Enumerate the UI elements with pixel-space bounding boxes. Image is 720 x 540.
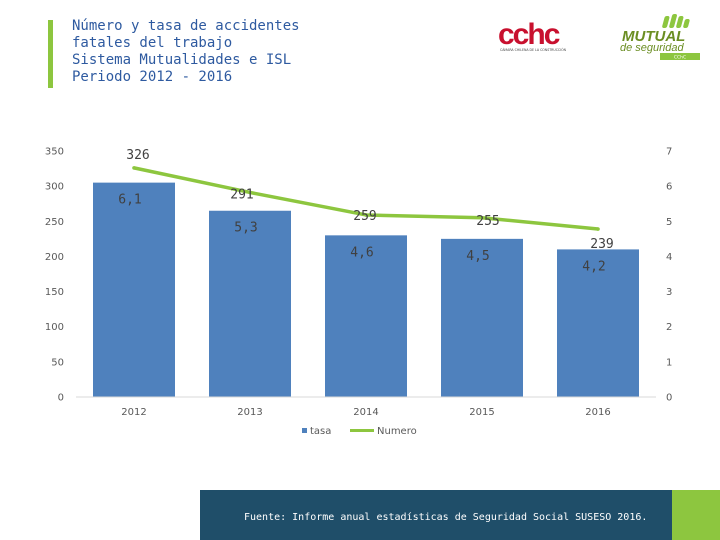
y-left-tick-label: 300 [45,182,64,193]
mutual-logo-emblem [662,14,690,28]
title-accent-bar [48,20,53,88]
y-right-tick-label: 7 [666,147,672,158]
bar [441,238,523,397]
x-tick-label: 2012 [121,407,146,418]
mutual-logo-line2: de seguridad [620,42,684,54]
bar-data-label: 4,6 [350,245,373,260]
y-right-tick-label: 6 [666,182,672,193]
title-line-3: Sistema Mutualidades e ISL [72,52,292,68]
legend-label-numero: Numero [377,426,417,437]
y-left-tick-label: 100 [45,322,64,333]
title-line-4: Periodo 2012 - 2016 [72,69,233,85]
mutual-logo-line1: MUTUAL [622,28,685,45]
bar-data-label: 6,1 [118,193,141,208]
y-left-tick-label: 150 [45,287,64,298]
bar [325,235,407,397]
y-right-tick-label: 0 [666,393,672,404]
y-right-tick-label: 4 [666,252,672,263]
bar-data-label: 4,2 [582,259,605,274]
y-left-tick-label: 50 [51,357,64,368]
line-point [132,166,136,170]
title-line-1: Número y tasa de accidentes [72,18,300,34]
y-right-tick-label: 1 [666,357,672,368]
line-data-label: 259 [353,209,376,224]
cchc-logo-wordmark: cchc [498,18,560,51]
line-point [596,227,600,231]
line-data-label: 239 [590,237,613,252]
x-axis: 2012 2013 2014 2015 2016 [121,407,610,418]
bar-data-label: 4,5 [466,249,489,264]
mutual-logo: MUTUAL de seguridad CChC [620,14,700,61]
x-tick-label: 2015 [469,407,494,418]
legend-swatch-tasa [302,428,307,433]
line-series-numero [132,166,600,231]
y-right-tick-label: 5 [666,217,672,228]
line-data-label: 255 [476,214,499,229]
bar-data-labels: 6,1 5,3 4,6 4,5 4,2 [118,193,605,275]
line-point [364,213,368,217]
bar-data-label: 5,3 [234,221,257,236]
bar-series-tasa [93,182,639,397]
line-data-label: 291 [230,187,253,202]
y-right-tick-label: 2 [666,322,672,333]
mutual-logo-badge [660,53,700,60]
x-tick-label: 2016 [585,407,610,418]
x-tick-label: 2014 [353,407,378,418]
y-right-tick-label: 3 [666,287,672,298]
y-left-tick-label: 0 [58,393,64,404]
y-left-tick-label: 200 [45,252,64,263]
cchc-logo-tagline: CÁMARA CHILENA DE LA CONSTRUCCIÓN [500,47,567,52]
mutual-logo-badge-text: CChC [674,55,686,61]
line-point [248,190,252,195]
cchc-logo: cchc CÁMARA CHILENA DE LA CONSTRUCCIÓN [498,18,567,52]
footer-band [200,490,720,540]
bar [557,249,639,397]
bar [209,210,291,397]
y-axis-right: 0 1 2 3 4 5 6 7 [666,147,672,404]
y-left-tick-label: 250 [45,217,64,228]
bar [93,182,175,397]
source-note: Fuente: Informe anual estadísticas de Se… [244,512,648,523]
line-point [480,215,484,220]
title-line-2: fatales del trabajo [72,35,233,51]
page-title: Número y tasa de accidentes fatales del … [72,18,300,86]
chart-legend: tasa Numero [302,426,417,437]
line-data-label: 326 [126,148,149,163]
y-left-tick-label: 350 [45,147,64,158]
x-tick-label: 2013 [237,407,262,418]
y-axis-left: 0 50 100 150 200 250 300 350 [45,147,64,404]
line-data-labels: 326 291 259 255 239 [126,148,613,252]
legend-label-tasa: tasa [310,426,331,437]
footer-accent [672,490,720,540]
